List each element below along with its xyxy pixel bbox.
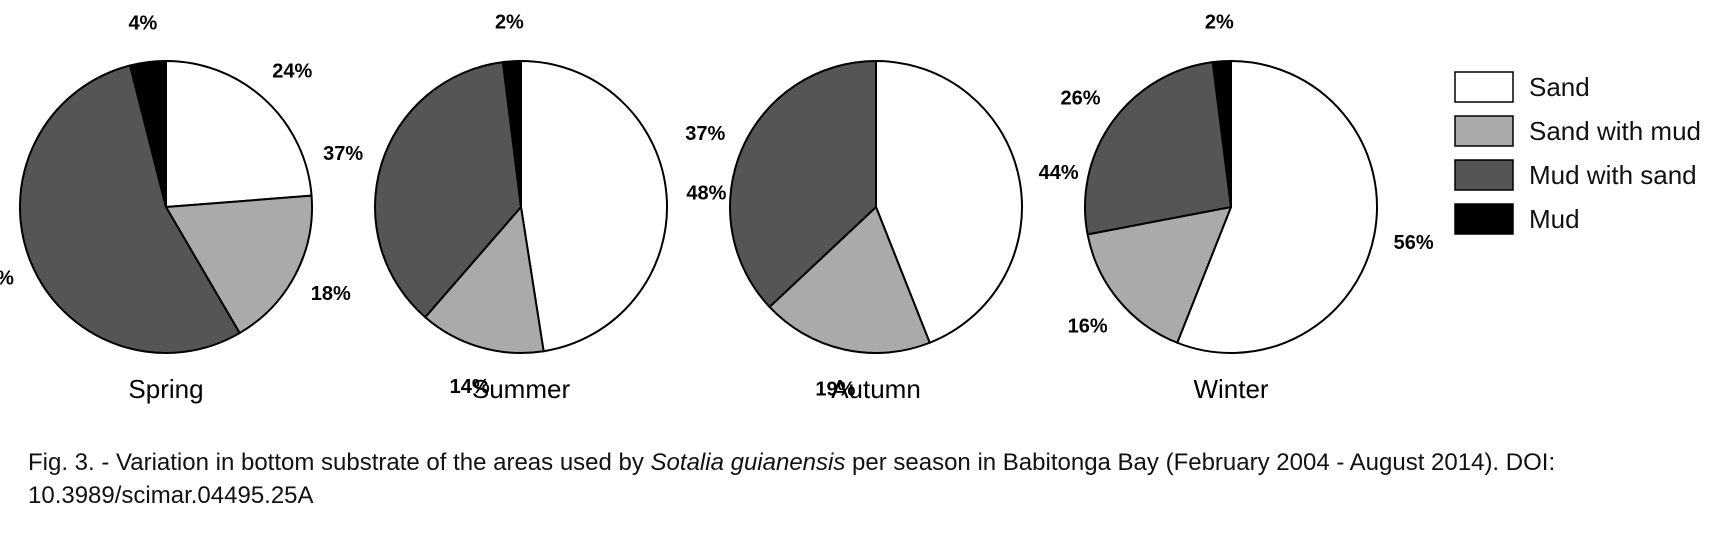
pie-spring: 24% 18% 55% 4% Spring bbox=[0, 12, 351, 404]
legend-label-sand: Sand bbox=[1529, 72, 1590, 102]
label-summer-sand-with-mud: 14% bbox=[450, 376, 490, 398]
slice-spring-sand bbox=[165, 60, 313, 208]
slice-winter-mud bbox=[1211, 59, 1232, 208]
pie-summer: 48% 14% 37% 2% Summer bbox=[323, 11, 727, 404]
pie-winter: 56% 16% 26% 2% Winter bbox=[1060, 11, 1433, 404]
slice-summer-mud bbox=[501, 60, 522, 208]
legend-label-sand-with-mud: Sand with mud bbox=[1529, 116, 1701, 146]
label-spring-mud: 4% bbox=[128, 12, 157, 34]
legend-swatch-sand bbox=[1454, 71, 1514, 103]
label-autumn-sand-with-mud: 19% bbox=[815, 379, 855, 401]
pie-charts: 24% 18% 55% 4% Spring 48% 14% 37% 2% Summer 44% 19%… bbox=[0, 11, 1434, 404]
label-autumn-sand: 44% bbox=[1039, 162, 1079, 184]
label-spring-mud-with-sand: 55% bbox=[0, 268, 14, 290]
slice-summer-sand bbox=[520, 60, 669, 353]
label-summer-mud-with-sand: 37% bbox=[323, 143, 363, 165]
legend-swatch-mud-with-sand bbox=[1454, 159, 1514, 191]
slice-spring-mud bbox=[129, 60, 167, 208]
slice-summer-mud-with-sand bbox=[374, 61, 522, 319]
legend-item-sand: Sand bbox=[1454, 71, 1590, 103]
legend-item-mud-with-sand: Mud with sand bbox=[1454, 159, 1697, 191]
slice-winter-sand-with-mud bbox=[1086, 206, 1232, 344]
slice-autumn-sand-with-mud bbox=[768, 206, 931, 354]
slice-winter-sand bbox=[1176, 60, 1378, 354]
legend: Sand Sand with mud Mud with sand Mud bbox=[1454, 71, 1701, 235]
legend-item-sand-with-mud: Sand with mud bbox=[1454, 115, 1701, 147]
slice-winter-mud-with-sand bbox=[1084, 61, 1232, 236]
pie-title-spring: Spring bbox=[128, 374, 203, 404]
legend-label-mud: Mud bbox=[1529, 204, 1580, 234]
caption-suffix: per season in Babitonga Bay (February 20… bbox=[28, 449, 1556, 509]
label-summer-mud: 2% bbox=[495, 11, 524, 33]
label-spring-sand-with-mud: 18% bbox=[311, 283, 351, 305]
caption-prefix: Fig. 3. - Variation in bottom substrate … bbox=[28, 449, 651, 476]
slice-spring-mud-with-sand bbox=[19, 64, 241, 354]
legend-label-mud-with-sand: Mud with sand bbox=[1529, 160, 1697, 190]
label-winter-sand: 56% bbox=[1394, 232, 1434, 254]
figure-caption: Fig. 3. - Variation in bottom substrate … bbox=[28, 446, 1628, 512]
pie-autumn: 44% 19% 37% Autumn bbox=[685, 60, 1079, 404]
label-winter-sand-with-mud: 16% bbox=[1068, 316, 1108, 338]
label-winter-mud: 2% bbox=[1205, 11, 1234, 33]
label-spring-sand: 24% bbox=[272, 61, 312, 83]
slice-spring-sand-with-mud bbox=[165, 194, 313, 335]
slice-autumn-mud-with-sand bbox=[729, 60, 877, 308]
figure: 24% 18% 55% 4% Spring 48% 14% 37% 2% Summer 44% 19%… bbox=[0, 11, 1701, 404]
label-autumn-mud-with-sand: 37% bbox=[685, 123, 725, 145]
pie-title-winter: Winter bbox=[1193, 374, 1268, 404]
caption-species: Sotalia guianensis bbox=[650, 449, 846, 476]
label-summer-sand: 48% bbox=[686, 183, 726, 205]
label-winter-mud-with-sand: 26% bbox=[1060, 88, 1100, 110]
legend-swatch-sand-with-mud bbox=[1454, 115, 1514, 147]
legend-swatch-mud bbox=[1454, 203, 1514, 235]
pie-title-autumn: Autumn bbox=[831, 374, 921, 404]
slice-autumn-sand bbox=[875, 60, 1023, 344]
pie-title-summer: Summer bbox=[472, 374, 571, 404]
slice-summer-sand-with-mud bbox=[424, 206, 545, 354]
legend-item-mud: Mud bbox=[1454, 203, 1580, 235]
